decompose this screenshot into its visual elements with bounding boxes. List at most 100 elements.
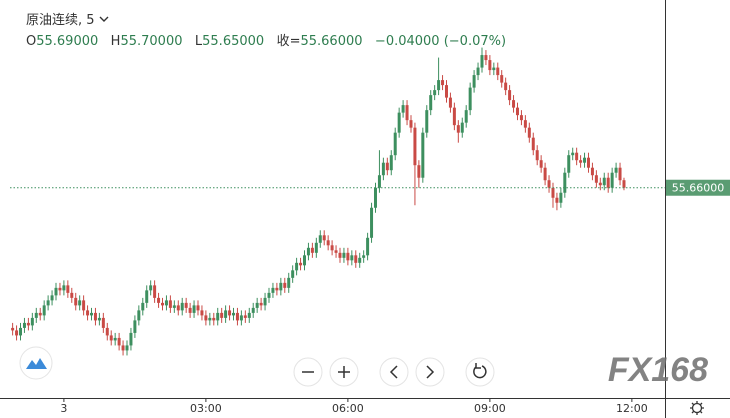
candle-body <box>184 302 188 308</box>
candle-body <box>141 302 145 311</box>
x-tick-label: 09:00 <box>474 402 506 415</box>
candle-body <box>22 322 26 328</box>
candle-body <box>622 180 626 188</box>
candle-body <box>287 277 291 288</box>
logo-circle[interactable] <box>19 346 53 380</box>
candle-body <box>602 177 606 186</box>
candle-body <box>231 312 235 316</box>
candle-body <box>350 255 354 261</box>
candle-body <box>239 315 243 321</box>
candle-body <box>429 95 433 111</box>
gear-icon[interactable] <box>691 402 703 414</box>
candle-body <box>413 127 417 166</box>
candle-body <box>66 285 70 293</box>
candle-body <box>598 182 602 186</box>
candle-body <box>571 152 575 156</box>
x-tick-label: 06:00 <box>332 402 364 415</box>
candle-body <box>255 302 259 308</box>
candle-body <box>539 160 543 168</box>
candle-body <box>421 132 425 178</box>
scroll-left-button[interactable] <box>379 357 409 387</box>
candle-body <box>393 132 397 156</box>
candle-body <box>488 60 492 71</box>
candle-body <box>78 300 82 306</box>
ohlc-label: 收= <box>276 34 301 49</box>
candle-body <box>437 80 441 91</box>
candle-body <box>551 187 555 198</box>
candle-body <box>460 122 464 133</box>
candle-body <box>409 120 413 128</box>
candle-body <box>149 285 153 291</box>
candle-body <box>405 105 409 121</box>
candle-body <box>235 312 239 321</box>
ohlc-row: O55.69000 H55.70000 L55.65000 收=55.66000… <box>26 31 506 52</box>
candle-body <box>358 257 362 263</box>
candle-body <box>614 167 618 173</box>
candle-body <box>302 255 306 266</box>
logo-button[interactable] <box>19 346 53 380</box>
candle-body <box>496 67 500 76</box>
candle-body <box>448 97 452 108</box>
candle-body <box>456 125 460 133</box>
button-circle[interactable] <box>415 357 445 387</box>
candle-body <box>583 157 587 163</box>
candle-body <box>93 312 97 321</box>
reset-icon <box>473 363 487 379</box>
candle-body <box>121 345 125 351</box>
candle-body <box>113 337 117 341</box>
zoom-in-button[interactable] <box>329 357 359 387</box>
plus-icon <box>338 366 350 378</box>
candle-body <box>425 110 429 133</box>
scroll-right-button[interactable] <box>415 357 445 387</box>
candle-body <box>618 167 622 181</box>
candle-body <box>267 292 271 298</box>
candle-body <box>168 300 172 308</box>
candle-body <box>512 100 516 108</box>
candle-body <box>283 282 287 288</box>
candle-body <box>492 67 496 71</box>
candle-body <box>342 252 346 258</box>
candle-body <box>224 310 228 318</box>
candle-body <box>476 67 480 76</box>
candle-body <box>161 302 165 306</box>
symbol-title: 原油连续, 5 <box>26 13 95 28</box>
candle-body <box>125 345 129 351</box>
candle-body <box>377 175 381 188</box>
candle-body <box>172 305 176 308</box>
candle-body <box>606 177 610 188</box>
settings-button[interactable] <box>690 401 704 415</box>
candle-body <box>38 312 42 316</box>
candle-body <box>192 305 196 313</box>
x-tick-label: 3 <box>60 402 67 415</box>
candle-body <box>354 255 358 263</box>
candle-body <box>196 305 200 311</box>
candle-body <box>220 312 224 318</box>
candle-body <box>133 320 137 333</box>
candle-body <box>362 255 366 258</box>
candle-body <box>417 165 421 178</box>
candle-body <box>279 282 283 291</box>
button-circle[interactable] <box>379 357 409 387</box>
candle-body <box>251 307 255 313</box>
candle-body <box>579 160 583 163</box>
candle-body <box>271 287 275 293</box>
ohlc-value: 55.69000 <box>36 34 99 49</box>
candle-body <box>15 330 19 336</box>
button-circle[interactable] <box>465 357 495 387</box>
reset-button[interactable] <box>465 357 495 387</box>
candle-body <box>381 162 385 176</box>
zoom-out-button[interactable] <box>293 357 323 387</box>
ohlc-label: O <box>26 34 37 49</box>
candle-body <box>468 87 472 111</box>
ohlc-value: 55.66000 <box>300 34 363 49</box>
candle-body <box>519 115 523 121</box>
candle-body <box>531 137 535 151</box>
ohlc-value: 55.70000 <box>120 34 183 49</box>
candle-body <box>188 307 192 313</box>
candle-body <box>346 252 350 261</box>
candle-body <box>19 327 23 336</box>
candle-body <box>42 305 46 316</box>
candle-body <box>535 150 539 161</box>
chevron[interactable] <box>99 16 109 24</box>
